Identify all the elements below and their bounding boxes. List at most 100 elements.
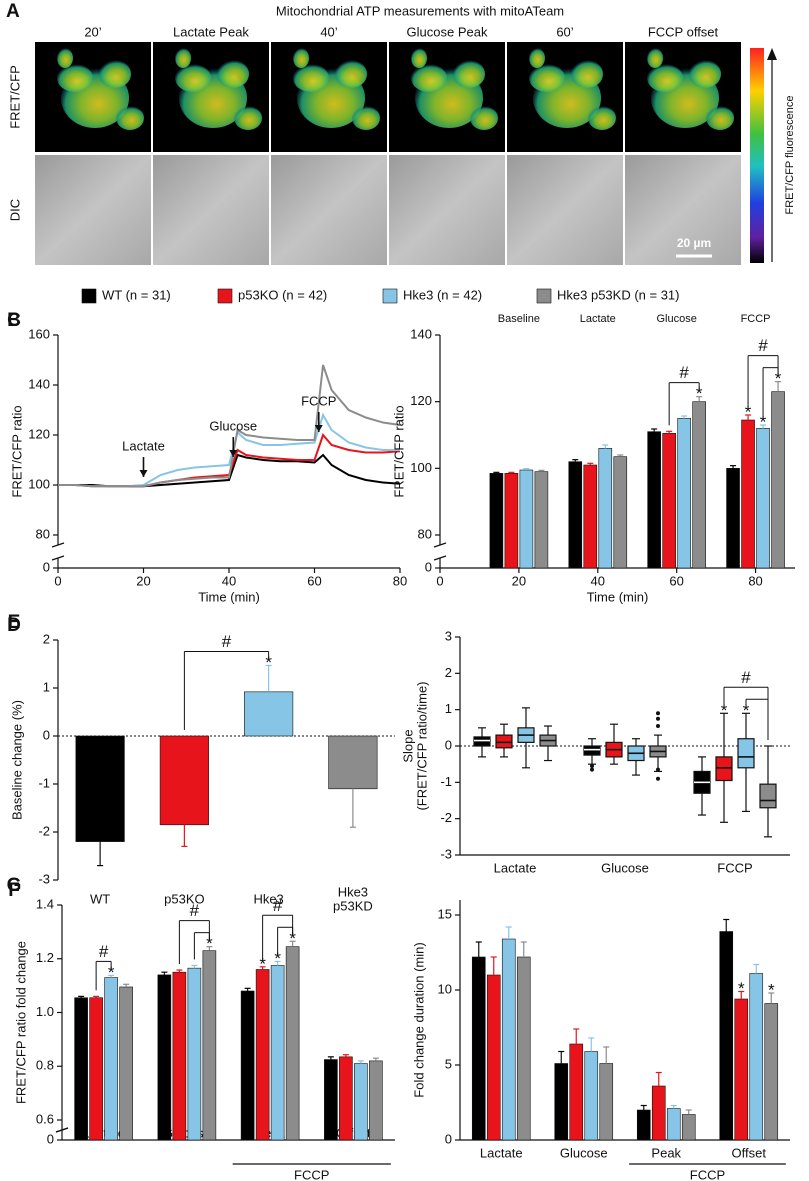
cell bbox=[470, 106, 498, 130]
y-tick-label: 1 bbox=[445, 701, 452, 716]
category-label: Offset bbox=[732, 1145, 767, 1160]
group-label: FCCP bbox=[294, 1167, 329, 1181]
category-label: p53KO bbox=[164, 891, 204, 906]
y-tick-label: -1 bbox=[38, 775, 50, 790]
bar bbox=[726, 468, 740, 569]
box bbox=[737, 738, 755, 769]
bar bbox=[119, 986, 133, 1141]
bar bbox=[583, 464, 598, 569]
bar bbox=[764, 1003, 779, 1141]
panel-label: A bbox=[6, 1, 20, 22]
outlier bbox=[590, 763, 594, 768]
y-axis-label: FRET/CFP ratio bbox=[391, 405, 406, 497]
bar bbox=[75, 735, 125, 842]
dic-image bbox=[389, 155, 505, 265]
cell bbox=[116, 106, 144, 130]
y-tick-label: 0 bbox=[445, 1131, 452, 1146]
panel-label: G bbox=[7, 875, 22, 896]
cell bbox=[57, 48, 73, 68]
line bbox=[58, 453, 401, 488]
significance-star: * bbox=[738, 979, 745, 998]
category-label: WT bbox=[90, 891, 110, 906]
line bbox=[58, 364, 401, 488]
legend-swatch bbox=[81, 288, 97, 304]
box bbox=[715, 756, 733, 782]
colorbar-label: FRET/CFP fluorescence bbox=[784, 95, 796, 214]
bar bbox=[339, 1056, 353, 1141]
y-tick-label: 120 bbox=[410, 393, 432, 408]
annotation: Lactate bbox=[122, 438, 165, 453]
y-tick-label: 2 bbox=[43, 631, 50, 646]
axis-break bbox=[51, 542, 65, 548]
y-tick-label: 0 bbox=[47, 1131, 54, 1146]
bar bbox=[489, 473, 504, 569]
cell bbox=[411, 48, 427, 68]
bar bbox=[719, 931, 734, 1141]
significance-hash: # bbox=[190, 901, 200, 920]
significance-star: * bbox=[745, 402, 752, 421]
bar bbox=[741, 419, 755, 569]
bar bbox=[104, 977, 118, 1141]
bar bbox=[471, 956, 486, 1141]
cell bbox=[217, 60, 249, 88]
y-axis-label: Slope bbox=[400, 729, 415, 762]
significance-star: * bbox=[721, 701, 728, 720]
legend-swatch bbox=[536, 288, 552, 304]
y-tick-label: 0.8 bbox=[36, 1058, 54, 1073]
x-tick-label: 0 bbox=[436, 573, 443, 588]
row-label: FRET/CFP bbox=[7, 65, 22, 129]
group-label: FCCP bbox=[690, 1167, 725, 1181]
y-tick-label: 1.2 bbox=[36, 950, 54, 965]
bar bbox=[554, 1063, 569, 1141]
cell bbox=[647, 64, 683, 92]
significance-hash: # bbox=[679, 363, 689, 382]
bar bbox=[244, 691, 294, 737]
cell bbox=[234, 106, 262, 130]
arrow-head bbox=[139, 470, 148, 477]
x-tick-label: 80 bbox=[393, 573, 407, 588]
bar bbox=[681, 1114, 696, 1141]
outlier bbox=[656, 711, 660, 716]
panel-label: F bbox=[8, 880, 20, 901]
axis-break bbox=[51, 555, 65, 561]
arrow-head bbox=[314, 425, 323, 432]
bar bbox=[636, 1109, 651, 1141]
bar bbox=[354, 1063, 368, 1141]
bar bbox=[255, 969, 270, 1141]
cell bbox=[293, 64, 329, 92]
y-tick-label: 3 bbox=[445, 628, 452, 643]
bar bbox=[157, 974, 172, 1141]
significance-star: * bbox=[274, 949, 281, 968]
category-label: FCCP bbox=[717, 860, 752, 875]
cell bbox=[335, 60, 367, 88]
category-label: Hke3 bbox=[338, 884, 368, 899]
column-header: Lactate Peak bbox=[173, 24, 249, 39]
bar bbox=[285, 946, 300, 1141]
y-tick-label: 80 bbox=[418, 526, 432, 541]
bar bbox=[692, 401, 706, 569]
y-tick-label: 100 bbox=[410, 460, 432, 475]
y-tick-label: 0 bbox=[425, 559, 432, 574]
legend-swatch bbox=[382, 288, 398, 304]
significance-star: * bbox=[743, 701, 750, 720]
bar bbox=[599, 1063, 614, 1141]
x-tick-label: 40 bbox=[222, 573, 236, 588]
y-axis-label: Baseline change (%) bbox=[9, 700, 24, 820]
bar bbox=[159, 735, 209, 826]
cell bbox=[529, 48, 545, 68]
bar bbox=[501, 938, 516, 1141]
bar bbox=[202, 950, 217, 1141]
box bbox=[583, 745, 601, 756]
category-label: Glucose bbox=[560, 1145, 608, 1160]
bar bbox=[240, 990, 255, 1141]
cell bbox=[647, 48, 663, 68]
bar bbox=[598, 448, 613, 569]
outlier bbox=[656, 716, 660, 721]
group-label: FCCP bbox=[741, 313, 771, 325]
x-tick-label: 80 bbox=[748, 573, 762, 588]
y-tick-label: -1 bbox=[440, 774, 452, 789]
group-label: Lactate bbox=[580, 313, 616, 325]
y-tick-label: 1.0 bbox=[36, 1004, 54, 1019]
